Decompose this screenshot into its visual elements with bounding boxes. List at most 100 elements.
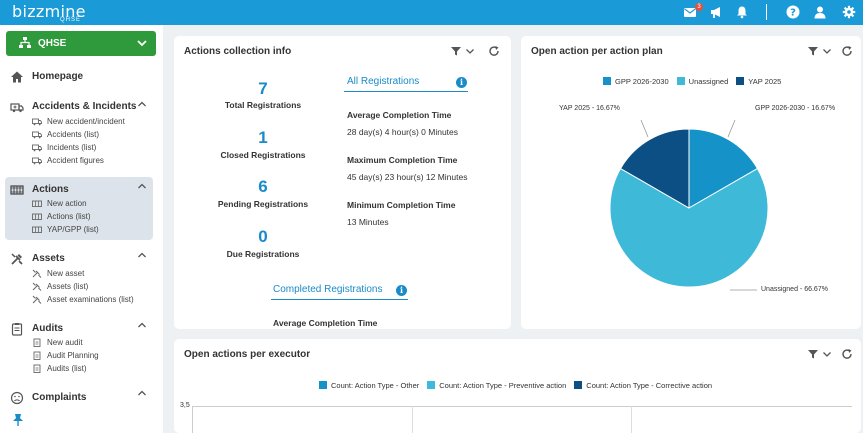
chevron-up-icon[interactable] — [137, 182, 147, 190]
clipboard-icon — [33, 351, 41, 360]
legend-swatch — [603, 77, 611, 85]
home-icon — [11, 71, 23, 83]
sitemap-icon — [19, 37, 31, 48]
legend-label: Count: Action Type - Corrective action — [586, 381, 713, 390]
pending-registrations-value: 6 — [258, 177, 268, 196]
section-label: Audits — [32, 323, 64, 334]
sidebar-item-label: YAP/GPP (list) — [47, 225, 99, 234]
min-completion-label: Minimum Completion Time — [347, 200, 456, 210]
legend-item[interactable]: YAP 2025 — [736, 77, 781, 86]
legend-swatch — [427, 381, 436, 389]
frown-icon — [10, 391, 24, 405]
category-divider — [412, 406, 413, 433]
header-divider — [766, 4, 767, 20]
pie-label-gpp: GPP 2026-2030 - 16.67% — [755, 105, 836, 112]
section-label: Actions — [32, 184, 69, 195]
clipboard-icon — [11, 323, 23, 336]
ambulance-icon — [32, 157, 42, 165]
total-registrations-label: Total Registrations — [224, 100, 302, 110]
section-underline — [271, 299, 408, 300]
chevron-up-icon[interactable] — [137, 321, 147, 329]
sidebar-item-label: New audit — [47, 338, 83, 347]
top-bar: bizzmine QHSE 3 ? — [0, 0, 863, 25]
pie-label-yap: YAP 2025 - 16.67% — [559, 105, 620, 112]
filter-icon[interactable] — [450, 45, 462, 57]
section-label: Complaints — [32, 392, 87, 403]
pie-slice[interactable] — [688, 128, 759, 209]
legend-item[interactable]: Count: Action Type - Preventive action — [427, 381, 566, 390]
info-icon[interactable]: i — [456, 77, 467, 88]
pie-chart — [609, 119, 769, 291]
section-label: Accidents & Incidents — [32, 101, 137, 112]
card-title: Open action per action plan — [531, 46, 663, 57]
filter-icon[interactable] — [807, 348, 819, 360]
film-strip-icon — [32, 200, 42, 207]
section-underline — [344, 91, 468, 92]
card-title: Open actions per executor — [184, 349, 311, 360]
sidebar-item-label: Asset examinations (list) — [47, 295, 134, 304]
info-icon[interactable]: i — [396, 285, 407, 296]
legend-swatch — [574, 381, 583, 389]
chevron-down-icon[interactable] — [822, 45, 832, 57]
legend-swatch — [319, 381, 327, 389]
chevron-down-icon[interactable] — [465, 45, 475, 57]
settings-icon[interactable] — [842, 5, 856, 19]
sidebar-item-label: New action — [47, 199, 87, 208]
chevron-up-icon[interactable] — [137, 251, 147, 259]
refresh-icon[interactable] — [841, 45, 853, 57]
sidebar-item-label: Homepage — [32, 71, 84, 82]
chevron-down-icon[interactable] — [822, 348, 832, 360]
card-title: Actions collection info — [184, 46, 292, 57]
executor-bar-card: Open actions per executor Count: Action … — [174, 339, 861, 433]
avg-completion-value: 28 day(s) 4 hour(s) 0 Minutes — [347, 127, 459, 137]
mail-icon[interactable] — [683, 5, 697, 19]
filter-icon[interactable] — [807, 45, 819, 57]
legend-item[interactable]: Unassigned — [676, 77, 729, 86]
legend-item[interactable]: Count: Action Type - Other — [319, 381, 419, 390]
pie-slice[interactable] — [619, 128, 690, 209]
max-completion-value: 45 day(s) 23 hour(s) 12 Minutes — [347, 172, 468, 182]
completed-registrations-heading[interactable]: Completed Registrations — [273, 284, 383, 295]
sidebar-item-label: Actions (list) — [47, 212, 91, 221]
bizzmine-logo[interactable]: bizzmine QHSE — [12, 2, 86, 23]
sidebar-item-label: New asset — [47, 269, 85, 278]
section-label: Assets — [32, 253, 65, 264]
pie-label-unassigned: Unassigned - 66.67% — [761, 286, 828, 293]
film-strip-icon — [10, 185, 24, 195]
chevron-up-icon[interactable] — [137, 389, 147, 397]
legend-label: Unassigned — [688, 77, 729, 86]
ambulance-icon — [10, 103, 24, 113]
refresh-icon[interactable] — [841, 348, 853, 360]
sidebar: QHSE Homepage Accidents & Incidents New … — [0, 25, 163, 433]
sidebar-item-label: New accident/incident — [47, 117, 125, 126]
chevron-down-icon — [137, 40, 147, 47]
tools-icon — [32, 295, 42, 304]
user-icon[interactable] — [813, 5, 827, 19]
sidebar-item-label: Accidents (list) — [47, 130, 100, 139]
tools-icon — [11, 253, 23, 265]
pie-legend: GPP 2026-2030 Unassigned YAP 2025 — [603, 77, 789, 86]
pie-slice[interactable] — [609, 167, 769, 288]
chevron-up-icon[interactable] — [137, 100, 147, 108]
legend-item[interactable]: Count: Action Type - Corrective action — [574, 381, 712, 390]
pin-icon[interactable] — [12, 413, 24, 427]
sidebar-item-label: Assets (list) — [47, 282, 89, 291]
total-registrations-value: 7 — [258, 79, 268, 98]
bell-icon[interactable] — [735, 5, 749, 19]
svg-text:?: ? — [790, 8, 796, 19]
sidebar-item-label: Incidents (list) — [47, 143, 97, 152]
all-registrations-heading[interactable]: All Registrations — [347, 76, 420, 87]
sidebar-item-label: Audits (list) — [47, 364, 87, 373]
legend-label: Count: Action Type - Other — [331, 381, 420, 390]
legend-item[interactable]: GPP 2026-2030 — [603, 77, 669, 86]
avg-completion-label: Average Completion Time — [347, 110, 452, 120]
refresh-icon[interactable] — [488, 45, 500, 57]
due-registrations-value: 0 — [258, 227, 268, 246]
actions-collection-card: Actions collection info 7 Total Registra… — [174, 36, 511, 329]
megaphone-icon[interactable] — [709, 5, 723, 19]
logo-sub: QHSE — [60, 17, 82, 23]
notification-badge: 3 — [695, 3, 703, 11]
help-icon[interactable]: ? — [786, 5, 800, 19]
gridline — [192, 406, 852, 407]
module-selector[interactable]: QHSE — [6, 31, 156, 56]
